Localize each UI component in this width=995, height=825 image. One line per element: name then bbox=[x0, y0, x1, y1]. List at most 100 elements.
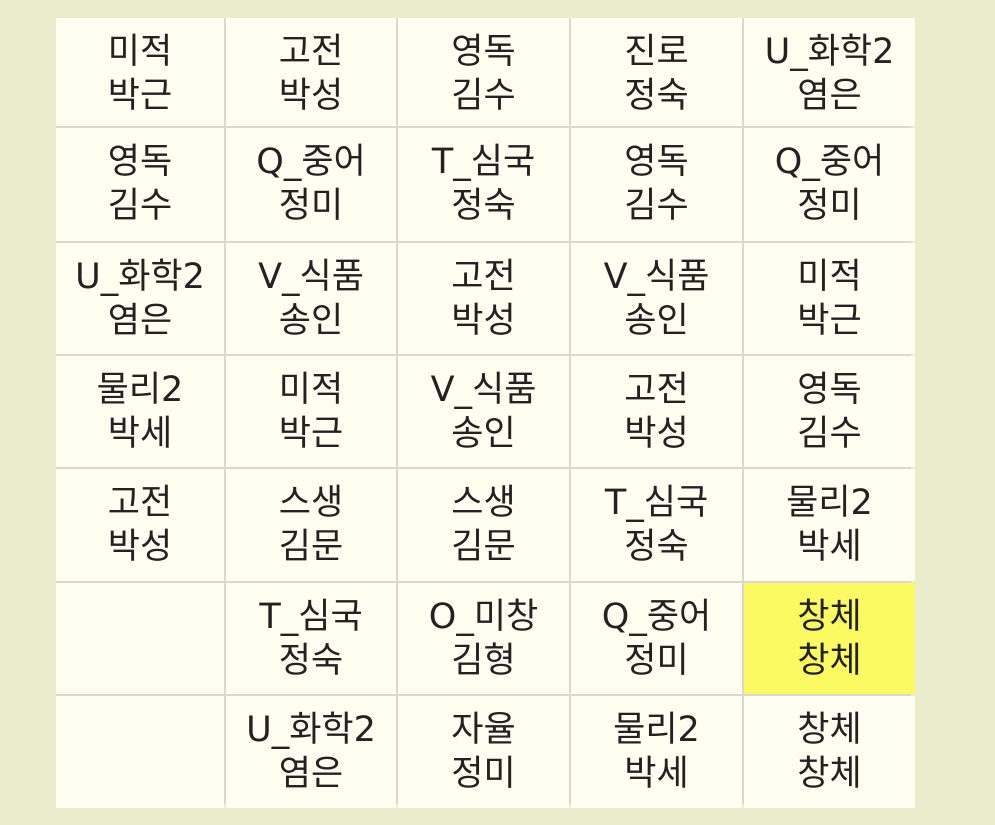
timetable-cell[interactable]: O_미창 김형 bbox=[398, 583, 569, 694]
timetable-grid: 미적 박근 고전 박성 영독 김수 진로 정숙 U_화학2 염은 영독 김수 Q_중어 정미 T_심국 정숙 영… bbox=[56, 18, 915, 808]
cell-teacher: 김문 bbox=[451, 527, 516, 567]
cell-teacher: 김수 bbox=[107, 186, 173, 226]
cell-subject: 영독 bbox=[797, 370, 862, 410]
timetable-cell[interactable]: 창체 창체 bbox=[744, 583, 915, 694]
cell-teacher: 정미 bbox=[451, 754, 516, 794]
cell-teacher: 박성 bbox=[451, 301, 516, 341]
cell-subject: V_식품 bbox=[258, 257, 364, 297]
cell-subject: 고전 bbox=[624, 370, 689, 410]
timetable-cell[interactable]: 미적 박근 bbox=[744, 243, 915, 354]
cell-subject: 미적 bbox=[107, 32, 173, 72]
timetable-cell[interactable]: U_화학2 염은 bbox=[56, 243, 224, 354]
cell-teacher: 정숙 bbox=[278, 641, 344, 681]
timetable-cell[interactable]: 스생 김문 bbox=[226, 469, 396, 581]
cell-subject: 창체 bbox=[797, 597, 862, 637]
cell-teacher: 정미 bbox=[278, 186, 344, 226]
timetable-cell[interactable]: 영독 김수 bbox=[571, 128, 742, 241]
timetable-cell[interactable]: 고전 박성 bbox=[226, 18, 396, 126]
timetable-cell[interactable]: V_식품 송인 bbox=[226, 243, 396, 354]
cell-subject: 물리2 bbox=[786, 483, 873, 523]
cell-subject: 스생 bbox=[451, 483, 516, 523]
cell-teacher: 염은 bbox=[278, 754, 344, 794]
cell-teacher: 박세 bbox=[107, 414, 173, 454]
cell-teacher: 박성 bbox=[278, 76, 344, 116]
cell-teacher: 김수 bbox=[624, 186, 689, 226]
timetable-cell[interactable]: 영독 김수 bbox=[56, 128, 224, 241]
cell-subject: Q_중어 bbox=[601, 597, 712, 637]
timetable-cell[interactable]: 고전 박성 bbox=[56, 469, 224, 581]
timetable-cell[interactable]: 미적 박근 bbox=[56, 18, 224, 126]
cell-subject: 진로 bbox=[624, 32, 689, 72]
timetable-cell[interactable]: 진로 정숙 bbox=[571, 18, 742, 126]
cell-teacher: 김형 bbox=[451, 641, 516, 681]
cell-subject: 고전 bbox=[451, 257, 516, 297]
timetable-cell[interactable]: T_심국 정숙 bbox=[571, 469, 742, 581]
cell-teacher: 정숙 bbox=[451, 186, 516, 226]
cell-teacher: 김수 bbox=[451, 76, 516, 116]
cell-subject: 고전 bbox=[107, 483, 173, 523]
cell-subject: 물리2 bbox=[96, 370, 184, 410]
timetable-cell[interactable]: T_심국 정숙 bbox=[398, 128, 569, 241]
cell-subject: 미적 bbox=[797, 257, 862, 297]
cell-teacher: 박세 bbox=[797, 527, 862, 567]
timetable-cell[interactable]: Q_중어 정미 bbox=[744, 128, 915, 241]
cell-teacher: 창체 bbox=[797, 754, 862, 794]
cell-teacher: 정미 bbox=[797, 186, 862, 226]
cell-subject: T_심국 bbox=[431, 142, 536, 182]
cell-teacher: 박근 bbox=[797, 301, 862, 341]
cell-teacher: 박성 bbox=[107, 527, 173, 567]
cell-teacher: 박세 bbox=[624, 754, 689, 794]
timetable-cell[interactable] bbox=[56, 583, 224, 694]
cell-subject: 물리2 bbox=[613, 710, 700, 750]
cell-subject: 영독 bbox=[451, 32, 516, 72]
cell-subject: O_미창 bbox=[428, 597, 539, 637]
cell-subject: Q_중어 bbox=[774, 142, 885, 182]
cell-subject: 미적 bbox=[278, 370, 344, 410]
cell-teacher: 김문 bbox=[278, 527, 344, 567]
timetable-cell[interactable]: 물리2 박세 bbox=[744, 469, 915, 581]
cell-subject: U_화학2 bbox=[75, 257, 205, 297]
cell-subject: U_화학2 bbox=[246, 710, 376, 750]
cell-teacher: 정미 bbox=[624, 641, 689, 681]
timetable-cell[interactable]: V_식품 송인 bbox=[571, 243, 742, 354]
timetable-cell[interactable]: 미적 박근 bbox=[226, 356, 396, 467]
cell-subject: 창체 bbox=[797, 710, 862, 750]
cell-subject: 영독 bbox=[107, 142, 173, 182]
cell-teacher: 송인 bbox=[624, 301, 689, 341]
timetable-cell[interactable]: 스생 김문 bbox=[398, 469, 569, 581]
timetable-cell[interactable]: 고전 박성 bbox=[571, 356, 742, 467]
cell-teacher: 염은 bbox=[797, 76, 862, 116]
timetable-cell[interactable]: 고전 박성 bbox=[398, 243, 569, 354]
timetable-cell[interactable]: U_화학2 염은 bbox=[744, 18, 915, 126]
cell-subject: V_식품 bbox=[603, 257, 710, 297]
cell-teacher: 박근 bbox=[278, 414, 344, 454]
timetable-cell[interactable]: Q_중어 정미 bbox=[226, 128, 396, 241]
cell-teacher: 정숙 bbox=[624, 76, 689, 116]
cell-subject: 자율 bbox=[451, 710, 516, 750]
cell-teacher: 송인 bbox=[278, 301, 344, 341]
timetable-cell[interactable]: 영독 김수 bbox=[398, 18, 569, 126]
timetable-cell[interactable]: 물리2 박세 bbox=[571, 696, 742, 808]
timetable-cell[interactable]: 물리2 박세 bbox=[56, 356, 224, 467]
timetable-cell[interactable]: 창체 창체 bbox=[744, 696, 915, 808]
timetable-cell[interactable] bbox=[56, 696, 224, 808]
cell-subject: V_식품 bbox=[430, 370, 537, 410]
timetable-cell[interactable]: T_심국 정숙 bbox=[226, 583, 396, 694]
cell-teacher: 송인 bbox=[451, 414, 516, 454]
cell-teacher: 정숙 bbox=[624, 527, 689, 567]
cell-subject: Q_중어 bbox=[256, 142, 366, 182]
timetable-cell[interactable]: 영독 김수 bbox=[744, 356, 915, 467]
timetable-cell[interactable]: Q_중어 정미 bbox=[571, 583, 742, 694]
cell-teacher: 박근 bbox=[107, 76, 173, 116]
cell-subject: 스생 bbox=[278, 483, 344, 523]
cell-subject: 영독 bbox=[624, 142, 689, 182]
cell-teacher: 김수 bbox=[797, 414, 862, 454]
cell-subject: T_심국 bbox=[604, 483, 709, 523]
cell-subject: 고전 bbox=[278, 32, 344, 72]
timetable-cell[interactable]: V_식품 송인 bbox=[398, 356, 569, 467]
cell-subject: U_화학2 bbox=[764, 32, 895, 72]
cell-teacher: 염은 bbox=[107, 301, 173, 341]
timetable-cell[interactable]: U_화학2 염은 bbox=[226, 696, 396, 808]
cell-teacher: 박성 bbox=[624, 414, 689, 454]
timetable-cell[interactable]: 자율 정미 bbox=[398, 696, 569, 808]
